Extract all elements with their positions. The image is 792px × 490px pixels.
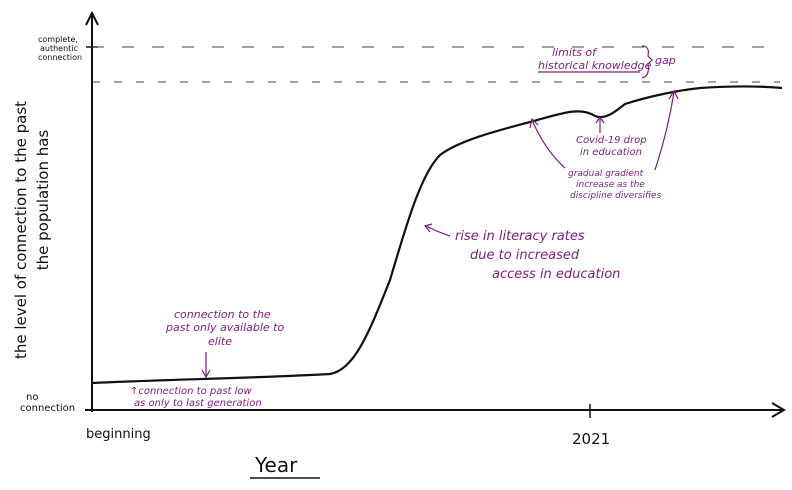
note: elite (208, 335, 232, 348)
y-arrow (85, 10, 99, 26)
note: in education (580, 147, 642, 158)
y-label-line: the population has (34, 130, 52, 271)
arrow (595, 115, 605, 133)
bracket (641, 45, 653, 79)
y-bottom: no (26, 392, 38, 403)
y-top: complete, (38, 35, 78, 44)
x-title: Year (254, 453, 298, 477)
note: past only available to (165, 321, 284, 334)
curve (91, 85, 783, 385)
y-top: connection (38, 53, 82, 62)
note: gap (655, 54, 676, 67)
note: gradual gradient (568, 169, 644, 179)
x-arrow (771, 402, 786, 418)
note: increase as the (576, 180, 645, 190)
y-top: authentic (40, 44, 78, 53)
x-mark: 2021 (572, 430, 610, 448)
note: connection to the (174, 308, 271, 321)
x-start: beginning (86, 427, 151, 442)
note: Covid-19 drop (576, 135, 647, 146)
arrow (529, 117, 566, 169)
y-label: the level of connection to the past the … (12, 101, 52, 359)
note: ↑connection to past low (130, 386, 253, 397)
arrow (654, 89, 679, 171)
note: due to increased (470, 248, 580, 263)
note: limits of (552, 46, 598, 59)
note: rise in literacy rates (455, 229, 585, 244)
y-label-line: the level of connection to the past (12, 101, 30, 359)
arrow (423, 223, 451, 237)
arrow (201, 352, 211, 379)
note: discipline diversifies (570, 191, 661, 201)
note: historical knowledge (538, 59, 652, 72)
note: as only to last generation (134, 398, 262, 409)
note: access in education (492, 267, 620, 282)
y-bottom: connection (20, 403, 75, 414)
